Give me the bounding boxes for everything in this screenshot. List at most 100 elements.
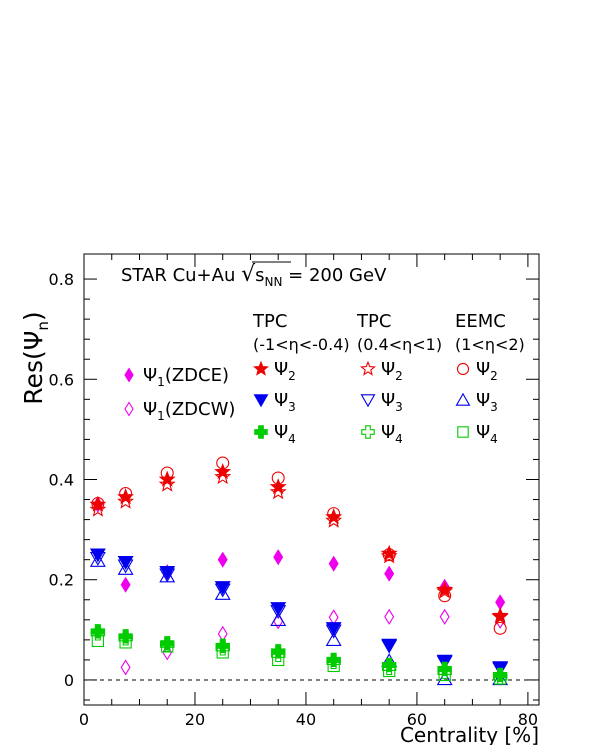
legend-subheader-2: (0.4<η<1) [357,335,442,354]
point-eemc3 [89,552,106,567]
series-tpce2 [89,468,509,625]
point-tpce2 [269,483,287,500]
legend-entry-tpce4: Ψ4 [361,422,403,446]
legend-marker-tpcw4 [254,425,268,439]
point-eemc2 [160,466,174,480]
legend-marker-eemc3 [455,392,471,406]
x-axis-label: Centrality [%] [400,723,539,745]
legend-subheader-3: (1<η<2) [455,335,525,354]
x-tick-label: 40 [296,710,316,729]
point-eemc4 [161,640,174,653]
point-tpce3 [117,559,134,574]
point-eemc3 [117,560,134,575]
legend-marker-tpce3 [360,394,376,408]
x-tick-label: 80 [518,710,538,729]
legend-marker-zdcw [124,401,134,417]
point-tpce2 [491,607,509,625]
y-tick-label: 0.4 [49,471,74,490]
point-zdce [273,549,284,566]
legend-label-tpcw3: Ψ3 [274,390,296,414]
point-eemc2 [493,621,507,635]
legend-header-1: TPC [252,311,287,332]
point-eemc4 [438,668,451,682]
legend-label-tpce3: Ψ3 [381,390,403,414]
legend-entry-tpcw2: Ψ2 [253,359,296,383]
point-tpcw3 [159,566,176,580]
point-tpce3 [436,655,453,670]
point-zdce [328,555,339,572]
y-tick-label: 0 [64,671,74,690]
point-tpcw2 [214,463,232,480]
legend-label-eemc4: Ψ4 [476,422,498,446]
point-tpce3 [89,552,106,566]
point-tpce4 [90,626,106,641]
point-tpce4 [326,654,341,670]
point-eemc4 [91,634,105,648]
point-tpce3 [492,662,509,677]
point-zdcw [439,608,450,625]
point-eemc2 [119,487,133,501]
point-tpce3 [270,605,287,620]
y-tick-label: 0.2 [49,571,74,590]
x-tick-label: 60 [407,710,427,729]
point-zdcw [384,608,395,625]
point-eemc3 [270,612,287,626]
series-tpcw3 [89,548,509,676]
legend-entry-eemc2: Ψ2 [456,359,498,383]
point-tpce2 [117,492,135,509]
legend-entry-eemc4: Ψ4 [457,422,498,446]
legend-header-3: EEMC [455,311,506,332]
legend-entry-zdcw: Ψ1(ZDCW) [124,399,235,423]
data-markers [89,456,509,686]
series-tpce3 [89,552,509,677]
point-tpcw3 [325,622,342,637]
point-tpcw2 [491,606,509,623]
series-eemc2 [91,456,507,635]
legend-label-tpce4: Ψ4 [381,422,403,446]
legend-marker-tpce2 [360,360,376,376]
y-axis-label: Res(Ψn) [19,311,52,404]
point-tpce2 [325,511,343,528]
legend-entry-tpce3: Ψ3 [360,390,403,414]
point-tpce2 [158,475,176,492]
point-eemc4 [383,664,396,678]
legend-entry-eemc3: Ψ3 [455,390,498,414]
legend-label-eemc2: Ψ2 [476,359,498,383]
point-tpce2 [214,468,232,485]
legend-label-eemc3: Ψ3 [476,390,498,414]
chart-labels: STAR Cu+Au √sNN = 200 GeV Res(Ψn) Centrali… [19,261,539,745]
point-zdce [217,551,228,568]
legend-entry-tpcw3: Ψ3 [253,390,296,414]
series-tpcw2 [89,463,509,623]
x-tick-label: 0 [79,710,89,729]
point-eemc2 [327,507,341,521]
legend-label-tpcw2: Ψ2 [274,359,296,383]
point-tpce4 [215,641,230,656]
point-eemc4 [272,653,285,667]
legend-marker-tpcw2 [253,360,269,376]
legend-label-zdce: Ψ1(ZDCE) [143,365,229,389]
point-eemc3 [214,585,231,600]
point-tpcw3 [381,638,398,653]
y-tick-label: 0.8 [49,270,74,289]
point-eemc4 [216,646,229,659]
legend-label-tpcw4: Ψ4 [274,422,296,446]
legend-header-2: TPC [356,311,391,332]
legend-entry-tpce2: Ψ2 [360,359,403,383]
point-tpcw4 [271,644,286,659]
point-eemc2 [382,548,396,562]
point-tpce3 [325,624,342,639]
legend: TPC (-1<η<-0.4) TPC (0.4<η<1) EEMC (1<η<2) Ψ1(… [124,311,525,446]
point-tpce4 [271,647,286,663]
point-zdce [120,576,131,593]
point-tpce3 [381,639,398,654]
point-zdce [384,565,395,582]
point-eemc2 [271,471,285,485]
series-tpcw4 [90,624,508,683]
point-eemc2 [216,456,230,470]
point-eemc2 [91,497,105,511]
point-tpcw2 [269,478,287,495]
point-tpce2 [380,547,398,564]
legend-marker-tpce4 [361,425,375,439]
